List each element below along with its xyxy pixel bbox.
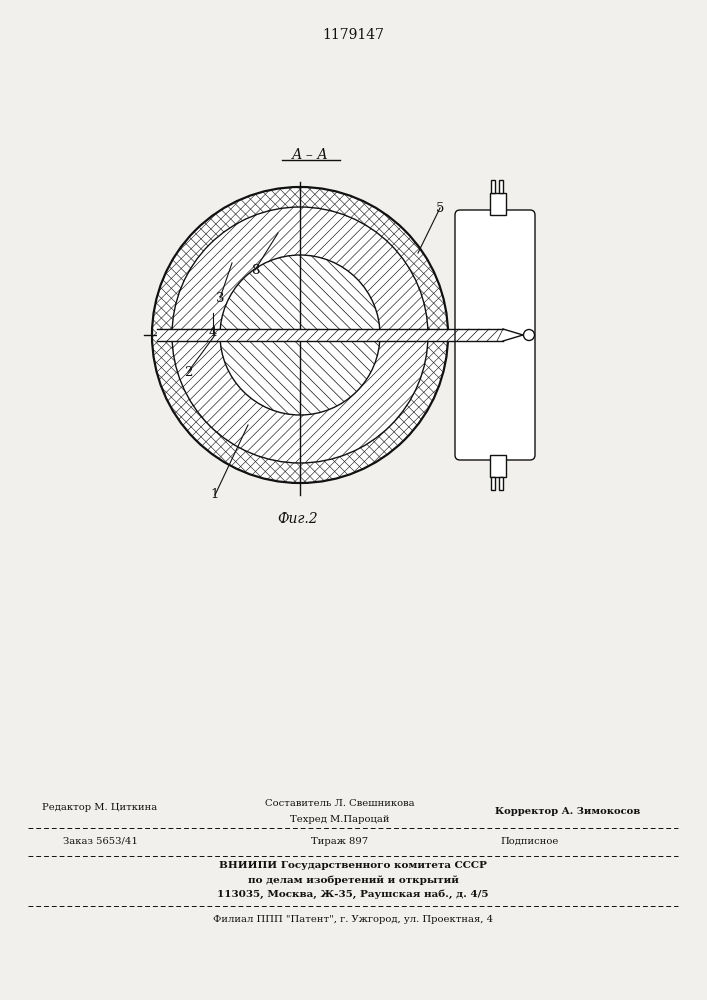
Bar xyxy=(460,215,530,455)
Text: 5: 5 xyxy=(436,202,444,215)
Text: ВНИИПИ Государственного комитета СССР: ВНИИПИ Государственного комитета СССР xyxy=(219,861,487,870)
Text: 1179147: 1179147 xyxy=(322,28,384,42)
Text: Техред М.Пароцай: Техред М.Пароцай xyxy=(291,814,390,824)
Bar xyxy=(499,477,503,490)
Bar xyxy=(491,477,495,490)
Text: по делам изобретений и открытий: по делам изобретений и открытий xyxy=(247,875,458,885)
Text: 4: 4 xyxy=(209,326,217,340)
Text: Филиал ППП "Патент", г. Ужгород, ул. Проектная, 4: Филиал ППП "Патент", г. Ужгород, ул. Про… xyxy=(213,916,493,924)
Bar xyxy=(499,180,503,193)
Text: Заказ 5653/41: Заказ 5653/41 xyxy=(62,836,137,846)
Text: Корректор А. Зимокосов: Корректор А. Зимокосов xyxy=(496,806,641,816)
Text: 1: 1 xyxy=(211,488,219,502)
FancyBboxPatch shape xyxy=(455,210,535,460)
Text: Тираж 897: Тираж 897 xyxy=(312,836,368,846)
Bar xyxy=(157,329,503,341)
Text: Подписное: Подписное xyxy=(501,836,559,846)
Bar xyxy=(490,455,506,477)
Text: 2: 2 xyxy=(184,365,192,378)
Bar xyxy=(491,180,495,193)
Bar xyxy=(490,193,506,215)
Text: 113035, Москва, Ж-35, Раушская наб., д. 4/5: 113035, Москва, Ж-35, Раушская наб., д. … xyxy=(217,889,489,899)
Text: А – А: А – А xyxy=(291,148,328,162)
Text: 3: 3 xyxy=(216,292,224,304)
Text: Составитель Л. Свешникова: Составитель Л. Свешникова xyxy=(265,798,415,808)
Text: 8: 8 xyxy=(251,263,259,276)
Text: Фиг.2: Фиг.2 xyxy=(278,512,318,526)
Circle shape xyxy=(523,330,534,340)
Circle shape xyxy=(152,187,448,483)
Text: Редактор М. Циткина: Редактор М. Циткина xyxy=(42,804,158,812)
